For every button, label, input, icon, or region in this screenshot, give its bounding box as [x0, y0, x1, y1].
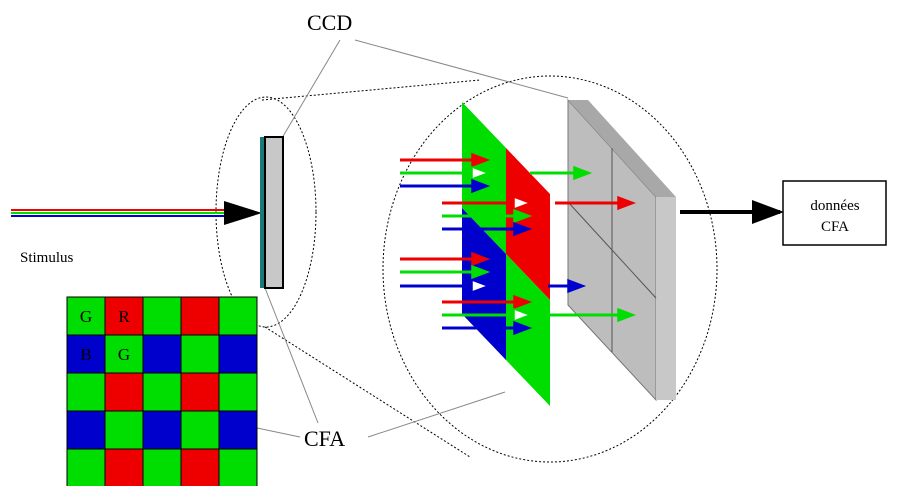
bayer-cell: [142, 334, 182, 374]
ray-arrow: [555, 195, 637, 211]
stimulus-beam: [11, 201, 262, 225]
ray-arrow: [550, 307, 637, 323]
cfa-label: CFA: [304, 426, 345, 451]
bayer-cell-letter: G: [80, 307, 92, 326]
bayer-cell: [218, 448, 258, 486]
bayer-cell: [66, 410, 106, 450]
ray-arrow: [442, 320, 533, 336]
bayer-cell-letter: G: [118, 345, 130, 364]
bayer-cell: [142, 410, 182, 450]
cfa-leader-sensor: [264, 287, 319, 424]
stimulus-label: Stimulus: [20, 250, 74, 266]
cfa-leader-zoom: [367, 391, 506, 438]
bayer-cell: [66, 372, 106, 412]
bayer-cell: [142, 448, 182, 486]
output-box: [782, 180, 887, 246]
bayer-cell: [142, 372, 182, 412]
ccd-label: CCD: [307, 10, 352, 35]
zoom-connector-bottom: [264, 326, 471, 458]
bayer-cell: [66, 448, 106, 486]
ray-arrow: [400, 178, 491, 194]
ray-arrow: [548, 278, 587, 294]
bayer-cell: [218, 334, 258, 374]
ray-arrow: [400, 165, 491, 181]
ray-arrow: [442, 221, 533, 237]
bayer-cell: [180, 372, 220, 412]
ray-arrow: [400, 278, 491, 294]
bayer-cell: [180, 410, 220, 450]
bayer-cell-letter: R: [118, 307, 130, 326]
output-label-line1: données: [810, 198, 859, 214]
ray-arrow: [400, 251, 491, 267]
ray-arrow: [442, 294, 533, 310]
ccd-sensor-zoomed: [567, 98, 676, 402]
ray-arrow: [530, 165, 593, 181]
bayer-cell: [142, 296, 182, 336]
bayer-cell: [180, 296, 220, 336]
ray-arrow: [442, 307, 533, 323]
ray-arrow: [400, 152, 491, 168]
cfa-layer-small: [260, 137, 265, 288]
bayer-cell-letter: B: [80, 345, 91, 364]
bayer-cell: [104, 448, 144, 486]
bayer-cell: [180, 448, 220, 486]
ray-arrow: [442, 195, 533, 211]
ccd-sensor-small: [264, 136, 284, 289]
output-label-line2: CFA: [821, 219, 849, 235]
bayer-cell: [104, 372, 144, 412]
bayer-cell: [218, 372, 258, 412]
light-rays: [400, 152, 637, 336]
zoom-detail-ellipse: [382, 75, 718, 463]
ray-arrow: [442, 208, 533, 224]
ray-arrow: [400, 264, 491, 280]
bayer-cell: [218, 296, 258, 336]
bayer-cell: [104, 410, 144, 450]
zoom-connector-top: [261, 79, 481, 101]
ccd-leader-right: [354, 39, 569, 99]
output-arrowhead: [752, 200, 784, 224]
cfa-leader-grid: [256, 427, 301, 438]
bayer-cell: [218, 410, 258, 450]
bayer-cell: [180, 334, 220, 374]
ccd-leader-left: [281, 39, 341, 139]
bayer-grid: G RB G: [66, 296, 258, 486]
